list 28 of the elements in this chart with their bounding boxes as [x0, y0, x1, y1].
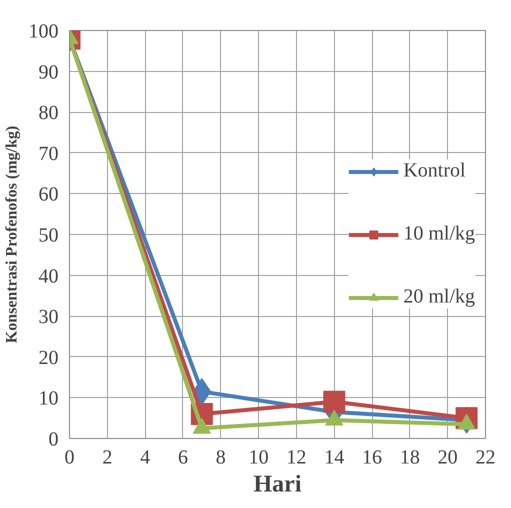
x-tick-label: 10 — [248, 446, 269, 468]
y-axis-title: Konsentrasi Profenofos (mg/kg) — [4, 126, 20, 344]
y-tick-label: 50 — [38, 224, 58, 246]
legend-label: Kontrol — [403, 160, 466, 182]
x-tick-label: 16 — [362, 446, 382, 468]
x-tick-label: 14 — [324, 446, 344, 468]
y-tick-label: 30 — [38, 306, 58, 328]
x-tick-label: 20 — [438, 446, 458, 468]
x-axis-title: Hari — [254, 472, 302, 498]
x-tick-label: 22 — [476, 446, 496, 468]
x-tick-label: 2 — [102, 446, 112, 468]
x-tick-label: 6 — [178, 446, 188, 468]
y-tick-label: 80 — [38, 102, 58, 124]
y-tick-label: 20 — [38, 346, 58, 369]
y-tick-label: 100 — [28, 20, 58, 42]
y-tick-label: 40 — [38, 265, 58, 288]
y-tick-label: 90 — [38, 61, 58, 84]
y-tick-label: 10 — [38, 388, 58, 410]
y-tick-label: 60 — [38, 184, 58, 206]
x-tick-label: 0 — [64, 446, 74, 468]
x-tick-label: 18 — [400, 446, 420, 468]
x-tick-label: 12 — [286, 446, 306, 468]
x-tick-label: 8 — [216, 446, 226, 468]
y-tick-label: 0 — [48, 428, 58, 450]
legend-label: 20 ml/kg — [403, 286, 475, 308]
legend-label: 10 ml/kg — [403, 222, 475, 246]
x-tick-label: 4 — [140, 446, 150, 468]
y-tick-label: 70 — [38, 142, 58, 165]
